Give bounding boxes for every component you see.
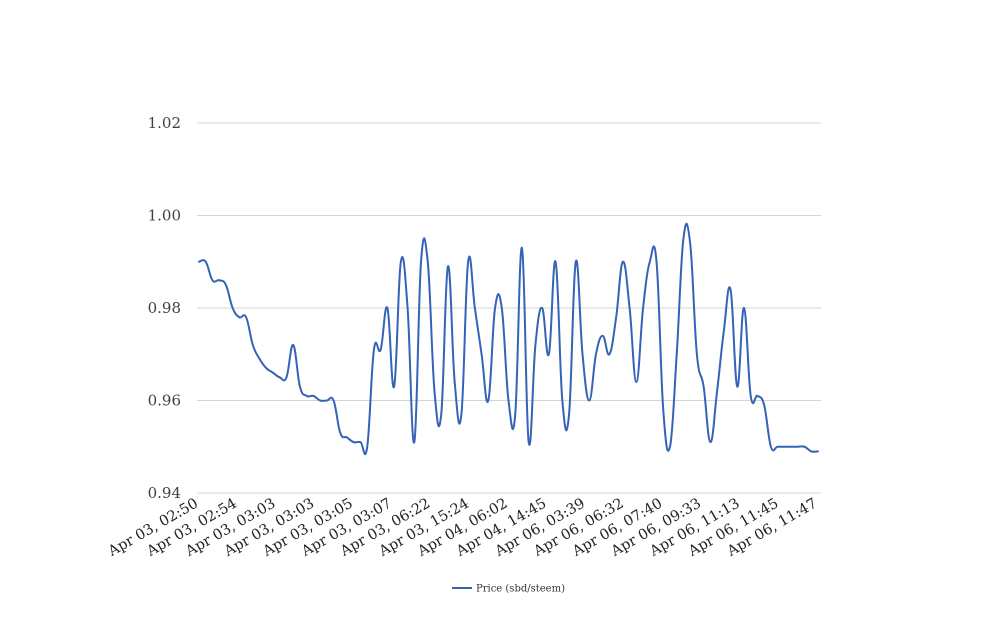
series-line-price bbox=[198, 222, 819, 455]
y-tick-label: 0.96 bbox=[148, 392, 181, 410]
gridlines bbox=[197, 122, 821, 494]
y-tick-label: 0.94 bbox=[148, 484, 181, 502]
y-axis-ticks: 0.94 0.96 0.98 1.00 1.02 bbox=[148, 114, 181, 502]
y-tick-label: 1.02 bbox=[148, 114, 181, 132]
series-layer bbox=[198, 222, 819, 455]
y-tick-label: 1.00 bbox=[148, 207, 181, 225]
legend: Price (sbd/steem) bbox=[452, 584, 565, 595]
legend-label: Price (sbd/steem) bbox=[476, 584, 565, 595]
y-tick-label: 0.98 bbox=[148, 299, 181, 317]
